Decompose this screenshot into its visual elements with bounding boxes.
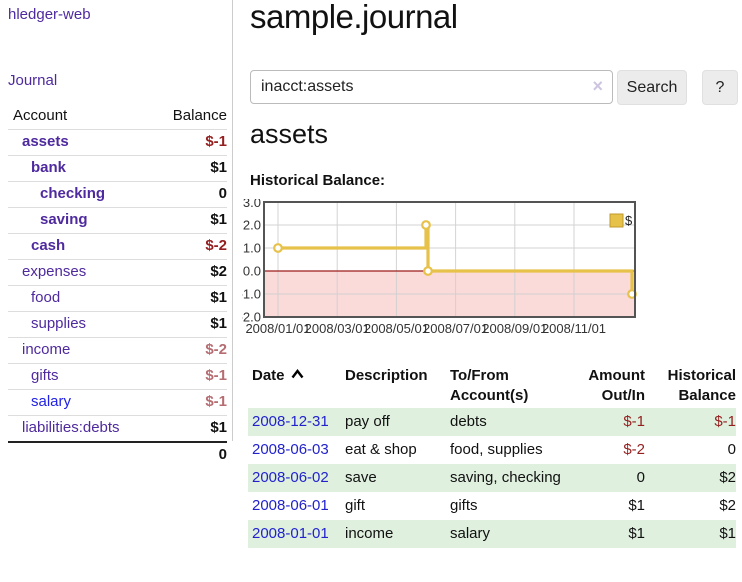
svg-text:2008/03/01: 2008/03/01 [305, 321, 370, 336]
transaction-balance: $2 [645, 464, 736, 492]
sidebar-account-supplies[interactable]: supplies [31, 315, 87, 332]
account-balance: $2 [117, 259, 227, 286]
transaction-date-link[interactable]: 2008-12-31 [252, 413, 329, 430]
search-button[interactable]: Search [617, 70, 687, 105]
svg-text:0.0: 0.0 [243, 264, 261, 279]
transaction-accounts: salary [450, 520, 563, 548]
sidebar-account-assets[interactable]: assets [22, 133, 69, 150]
account-balance: $-2 [117, 233, 227, 260]
help-button[interactable]: ? [702, 70, 738, 105]
sidebar-account-salary[interactable]: salary [31, 393, 72, 410]
legend-label: $ [625, 213, 633, 228]
transaction-date-link[interactable]: 2008-06-02 [252, 469, 329, 486]
transaction-date-link[interactable]: 2008-01-01 [252, 525, 329, 542]
transaction-amount: $1 [563, 520, 645, 548]
accounts-table: Account Balance assets $-1 bank $1 checkin… [8, 104, 227, 468]
transaction-date-link[interactable]: 2008-06-01 [252, 497, 329, 514]
account-balance: $-2 [117, 337, 227, 364]
search-input[interactable] [250, 70, 613, 104]
account-heading: assets [250, 119, 329, 149]
svg-text:1.0: 1.0 [243, 241, 261, 256]
transaction-balance: $2 [719, 497, 736, 514]
sidebar-account-liabilities-debts[interactable]: liabilities:debts [22, 419, 120, 436]
transaction-accounts: gifts [450, 497, 478, 514]
register-row: 2008-06-03 eat & shop food, supplies $-2… [248, 436, 736, 464]
chart-title: Historical Balance: [250, 172, 386, 189]
svg-text:2008/09/01: 2008/09/01 [482, 321, 547, 336]
clear-search-icon[interactable]: × [592, 76, 603, 96]
data-point-markers [273, 220, 637, 299]
transaction-amount: $-1 [563, 408, 645, 436]
transaction-balance: 0 [727, 441, 736, 458]
account-balance: 0 [117, 181, 227, 208]
register-table: Date Description To/From Account(s) Amou… [248, 364, 736, 548]
transaction-balance: $1 [645, 520, 736, 548]
sidebar-item-journal[interactable]: Journal [8, 72, 58, 89]
column-header-amount: Amount Out/In [588, 367, 645, 404]
svg-text:2008/11/01: 2008/11/01 [542, 321, 606, 336]
account-balance: $-1 [117, 363, 227, 390]
register-row: 2008-06-01 gift gifts $1 $2 [248, 492, 736, 520]
sidebar-account-cash[interactable]: cash [31, 237, 66, 254]
legend-swatch [609, 213, 624, 228]
svg-text:2008/07/01: 2008/07/01 [423, 321, 488, 336]
account-balance: $1 [117, 415, 227, 443]
transaction-description: income [345, 520, 450, 548]
x-axis-labels: 2008/01/01 2008/03/01 2008/05/01 2008/07… [245, 321, 606, 336]
register-row: 2008-12-31 pay off debts $-1 $-1 [248, 408, 736, 436]
register-row: 2008-01-01 income salary $1 $1 [248, 520, 736, 548]
sidebar-account-expenses[interactable]: expenses [22, 263, 87, 280]
account-balance: $1 [117, 155, 227, 182]
column-header-date[interactable]: Date [248, 364, 345, 408]
svg-text:-1.0: -1.0 [242, 287, 261, 302]
sidebar-account-food[interactable]: food [31, 289, 61, 306]
sidebar-account-saving[interactable]: saving [40, 211, 88, 228]
transaction-accounts: food, supplies [450, 441, 543, 458]
transaction-description: eat & shop [345, 441, 417, 458]
svg-text:3.0: 3.0 [243, 199, 261, 210]
transaction-amount: $-2 [623, 441, 645, 458]
transaction-amount: $1 [628, 497, 645, 514]
account-balance: $-1 [117, 389, 227, 416]
accounts-column-header: Account [8, 104, 118, 130]
register-row: 2008-06-02 save saving, checking 0 $2 [248, 464, 736, 492]
sort-ascending-icon [291, 369, 303, 379]
historical-balance-chart: $ 3.0 2.0 1.0 0.0 -1.0 -2.0 2008/01/01 2… [242, 199, 637, 336]
sidebar-account-gifts[interactable]: gifts [31, 367, 59, 384]
svg-text:-2.0: -2.0 [242, 310, 261, 325]
transaction-date-link[interactable]: 2008-06-03 [252, 441, 329, 458]
column-header-accounts: To/From Account(s) [450, 367, 529, 404]
account-balance: $1 [117, 207, 227, 234]
svg-text:2008/01/01: 2008/01/01 [245, 321, 310, 336]
transaction-balance: $-1 [645, 408, 736, 436]
sidebar-account-income[interactable]: income [22, 341, 71, 358]
account-balance: $1 [117, 311, 227, 338]
transaction-description: pay off [345, 408, 450, 436]
account-balance: $1 [117, 285, 227, 312]
sidebar-divider [232, 0, 233, 441]
svg-text:2.0: 2.0 [243, 218, 261, 233]
sidebar-account-checking[interactable]: checking [40, 185, 106, 202]
svg-text:2008/05/01: 2008/05/01 [364, 321, 429, 336]
transaction-description: gift [345, 497, 366, 514]
column-header-balance: Historical Balance [667, 367, 736, 404]
chart-legend: $ [609, 213, 633, 228]
column-header-description: Description [345, 367, 428, 384]
accounts-total: 0 [218, 446, 227, 463]
transaction-accounts: debts [450, 408, 563, 436]
y-axis-labels: 3.0 2.0 1.0 0.0 -1.0 -2.0 [242, 199, 261, 325]
brand-link[interactable]: hledger-web [8, 6, 91, 23]
transaction-amount: 0 [563, 464, 645, 492]
balance-column-header: Balance [117, 104, 227, 130]
transaction-description: save [345, 464, 450, 492]
sidebar-account-bank[interactable]: bank [31, 159, 67, 176]
transaction-accounts: saving, checking [450, 464, 563, 492]
account-balance: $-1 [117, 129, 227, 156]
page-title: sample.journal [250, 0, 458, 35]
